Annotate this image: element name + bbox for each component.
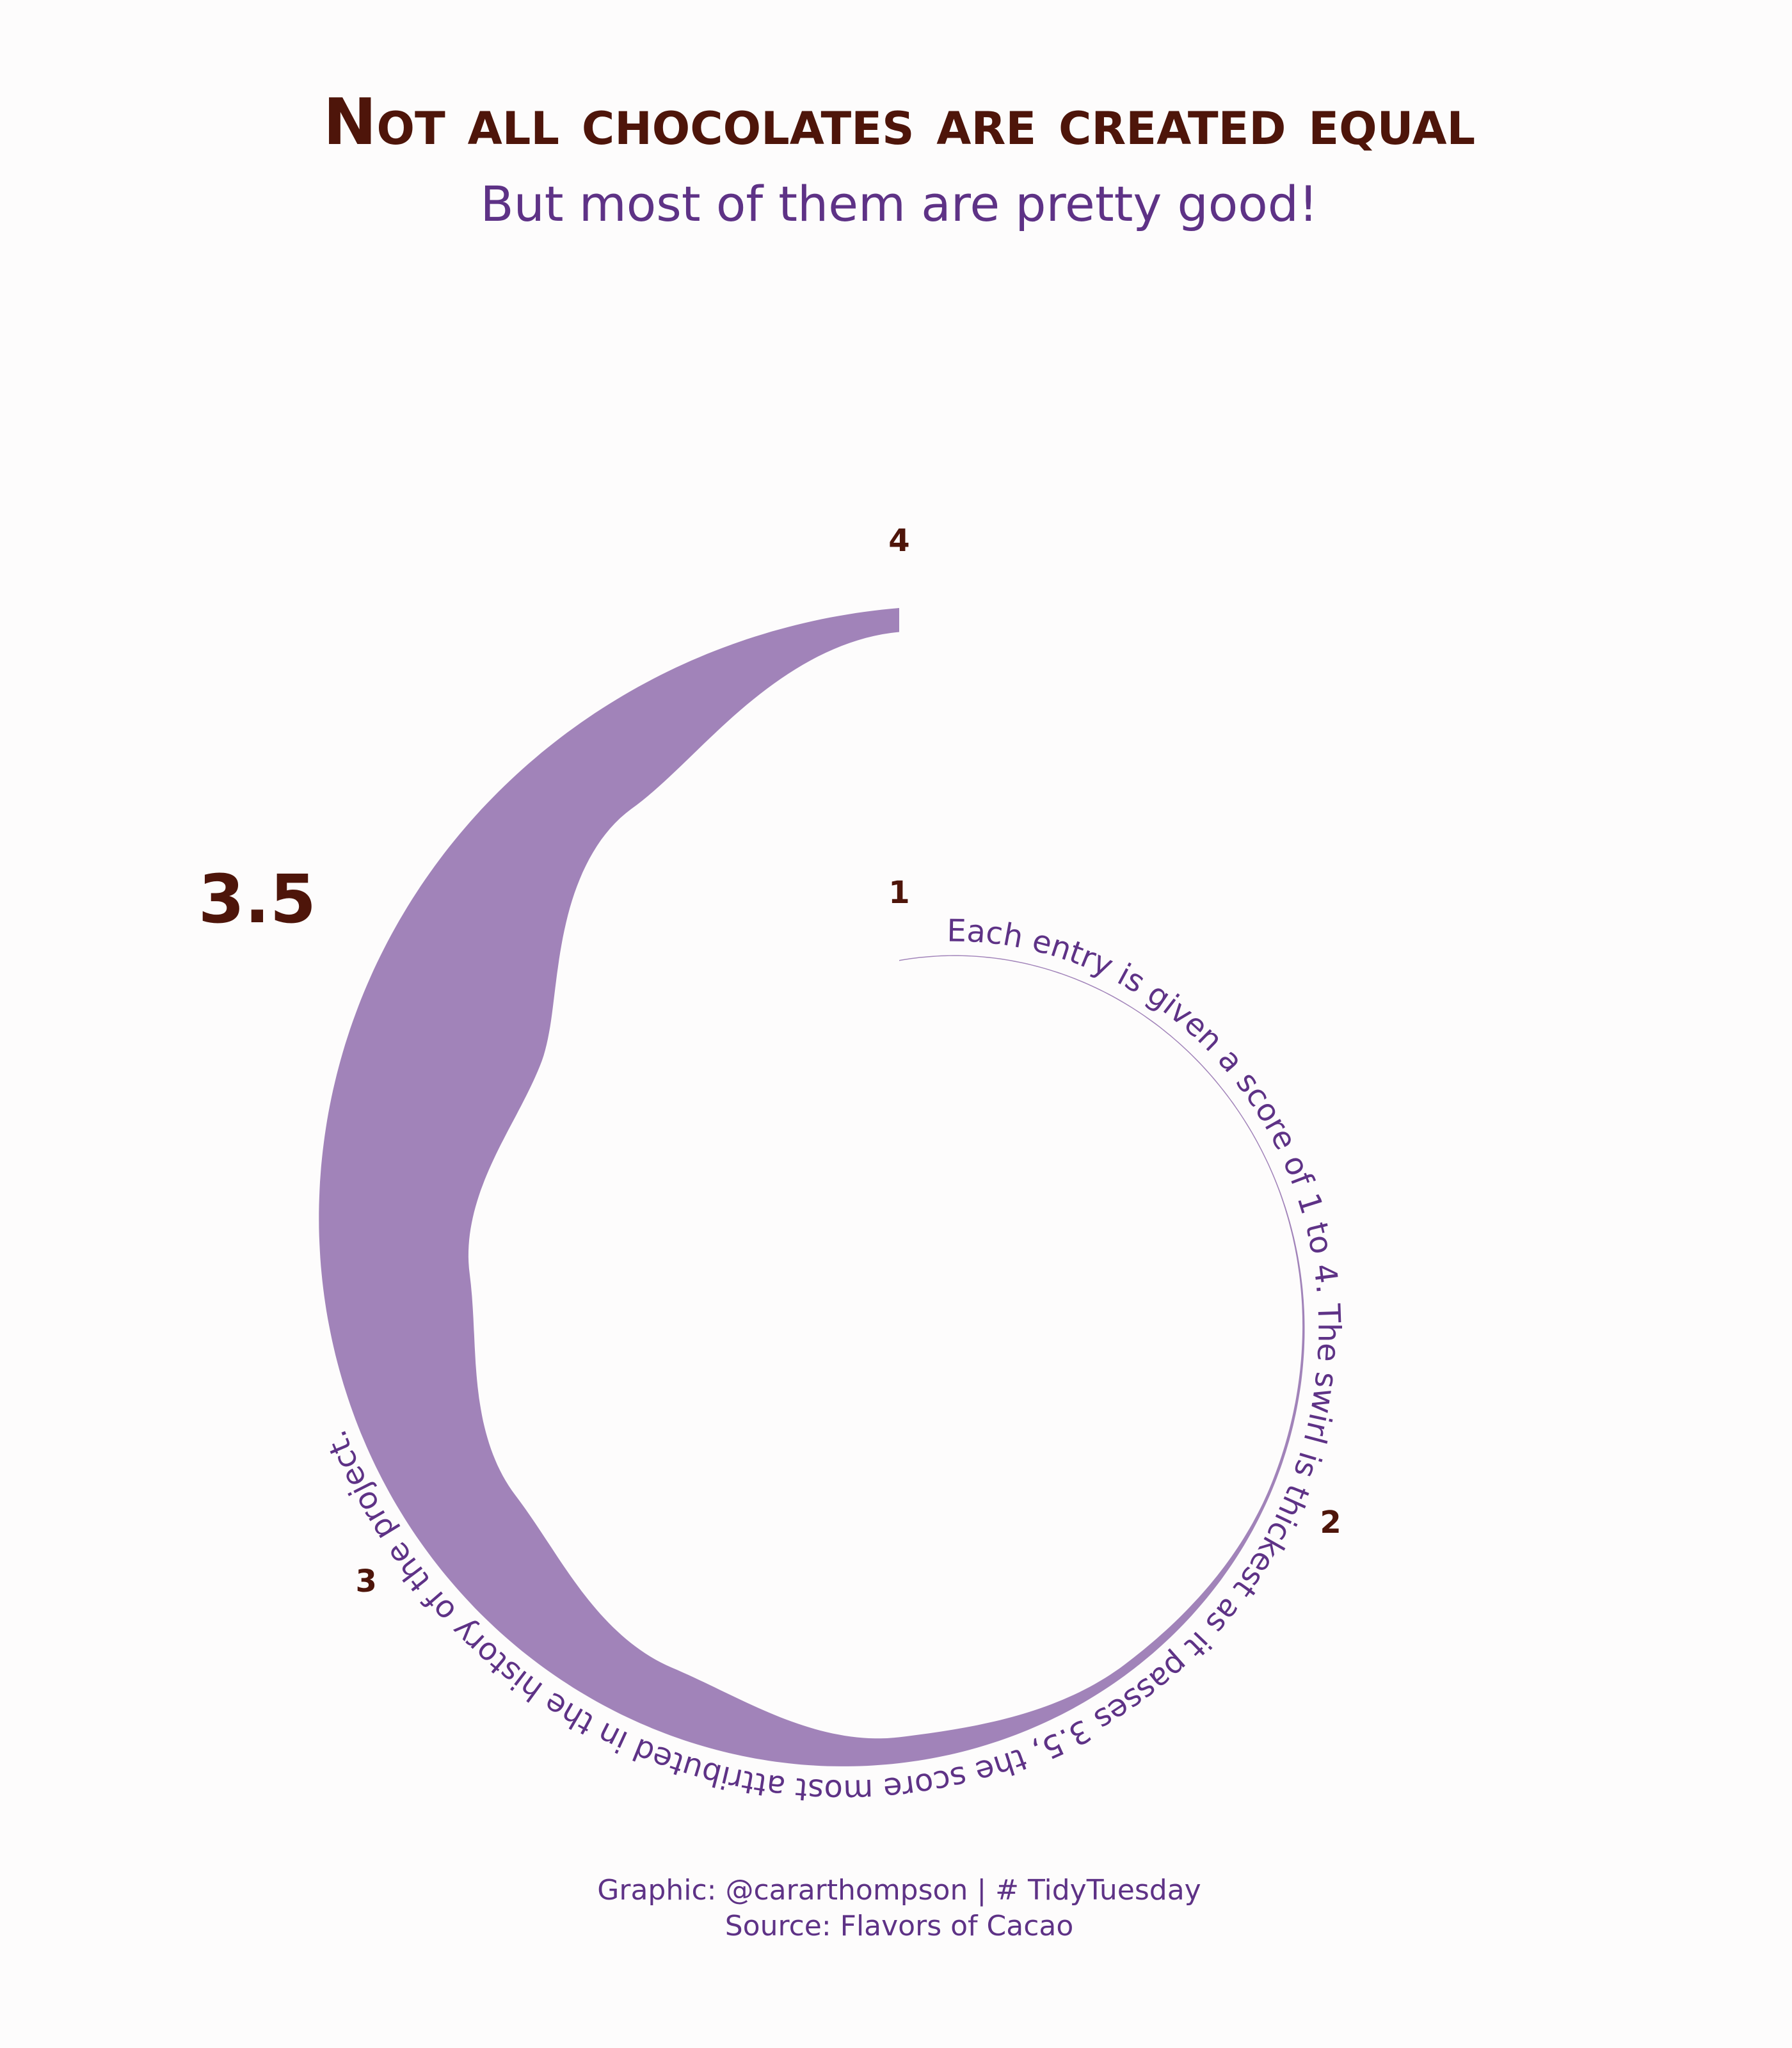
swirl-band [319, 608, 1305, 1766]
chart-title: Not all chocolates are created equal [323, 84, 1475, 159]
tick-label-2: 2 [1320, 1505, 1341, 1540]
tick-label-1: 1 [888, 875, 909, 911]
tick-label-3: 3 [355, 1564, 376, 1599]
tick-label-4: 4 [888, 523, 909, 559]
caption-credit: Graphic: @cararthompson | # TidyTuesday [597, 1874, 1201, 1907]
peak-label: 3.5 [198, 860, 316, 938]
caption-source: Source: Flavors of Cacao [725, 1910, 1074, 1942]
chart-subtitle: But most of them are pretty good! [481, 175, 1318, 232]
